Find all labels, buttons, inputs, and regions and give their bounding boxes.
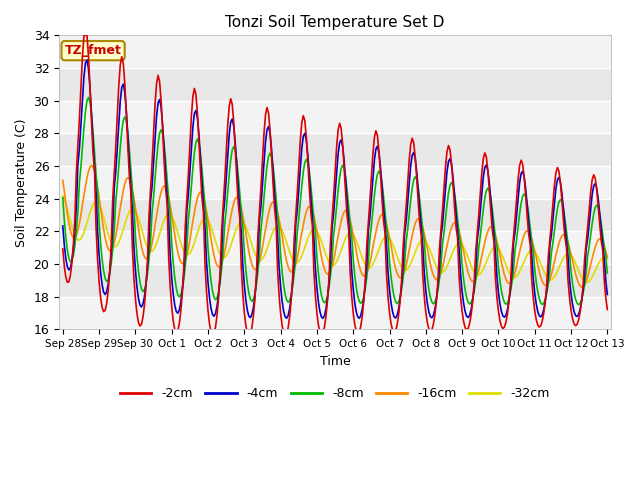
Bar xyxy=(59,101,611,133)
Text: TZ_fmet: TZ_fmet xyxy=(65,44,122,57)
X-axis label: Time: Time xyxy=(319,355,351,368)
Legend: -2cm, -4cm, -8cm, -16cm, -32cm: -2cm, -4cm, -8cm, -16cm, -32cm xyxy=(115,383,555,406)
Y-axis label: Soil Temperature (C): Soil Temperature (C) xyxy=(15,118,28,247)
Bar xyxy=(59,36,611,68)
Bar xyxy=(59,166,611,199)
Bar xyxy=(59,297,611,329)
Title: Tonzi Soil Temperature Set D: Tonzi Soil Temperature Set D xyxy=(225,15,445,30)
Bar xyxy=(59,231,611,264)
